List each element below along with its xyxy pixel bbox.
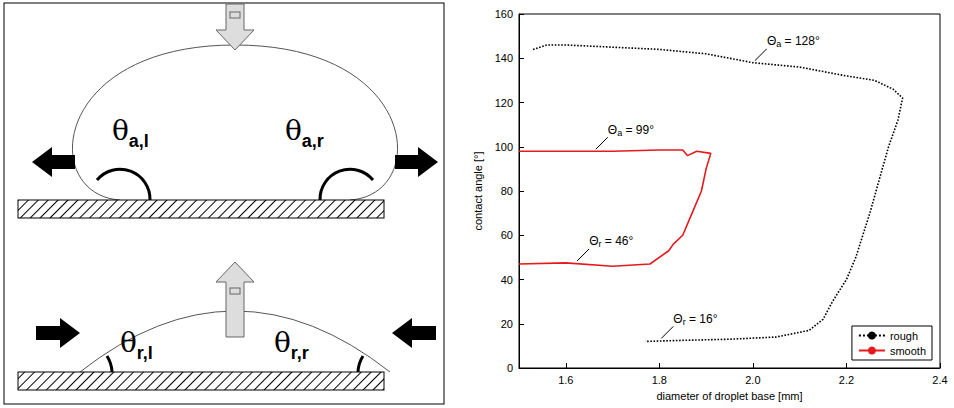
svg-text:60: 60 [501, 229, 513, 241]
svg-text:1.8: 1.8 [652, 374, 667, 386]
svg-text:100: 100 [495, 141, 513, 153]
svg-text:Θ: Θ [767, 34, 776, 48]
svg-text:Θ: Θ [608, 123, 617, 137]
svg-text:2.0: 2.0 [745, 374, 760, 386]
svg-text:r: r [682, 316, 686, 327]
svg-text:Θ: Θ [589, 234, 598, 248]
svg-text:Θ: Θ [673, 312, 682, 326]
svg-text:0: 0 [507, 362, 513, 374]
svg-text:= 46°: = 46° [601, 234, 633, 248]
svg-text:= 128°: = 128° [781, 34, 820, 48]
svg-text:1.6: 1.6 [558, 374, 573, 386]
svg-text:20: 20 [501, 318, 513, 330]
svg-text:= 16°: = 16° [686, 312, 718, 326]
svg-text:140: 140 [495, 52, 513, 64]
svg-text:a: a [617, 127, 623, 138]
svg-text:160: 160 [495, 8, 513, 20]
svg-text:r: r [598, 239, 602, 250]
svg-text:120: 120 [495, 97, 513, 109]
svg-text:θa,r: θa,r [285, 114, 324, 151]
svg-text:θa,l: θa,l [112, 114, 149, 151]
svg-text:40: 40 [501, 274, 513, 286]
svg-text:80: 80 [501, 185, 513, 197]
svg-text:2.4: 2.4 [932, 374, 947, 386]
svg-text:θr,r: θr,r [274, 326, 309, 363]
svg-text:contact angle [°]: contact angle [°] [472, 151, 484, 230]
svg-text:diameter of droplet base [mm]: diameter of droplet base [mm] [656, 390, 802, 402]
svg-text:= 99°: = 99° [622, 123, 654, 137]
svg-text:2.2: 2.2 [839, 374, 854, 386]
svg-text:smooth: smooth [890, 345, 926, 357]
svg-text:θr,l: θr,l [120, 326, 153, 363]
svg-text:a: a [776, 39, 782, 50]
svg-text:rough: rough [890, 330, 918, 342]
